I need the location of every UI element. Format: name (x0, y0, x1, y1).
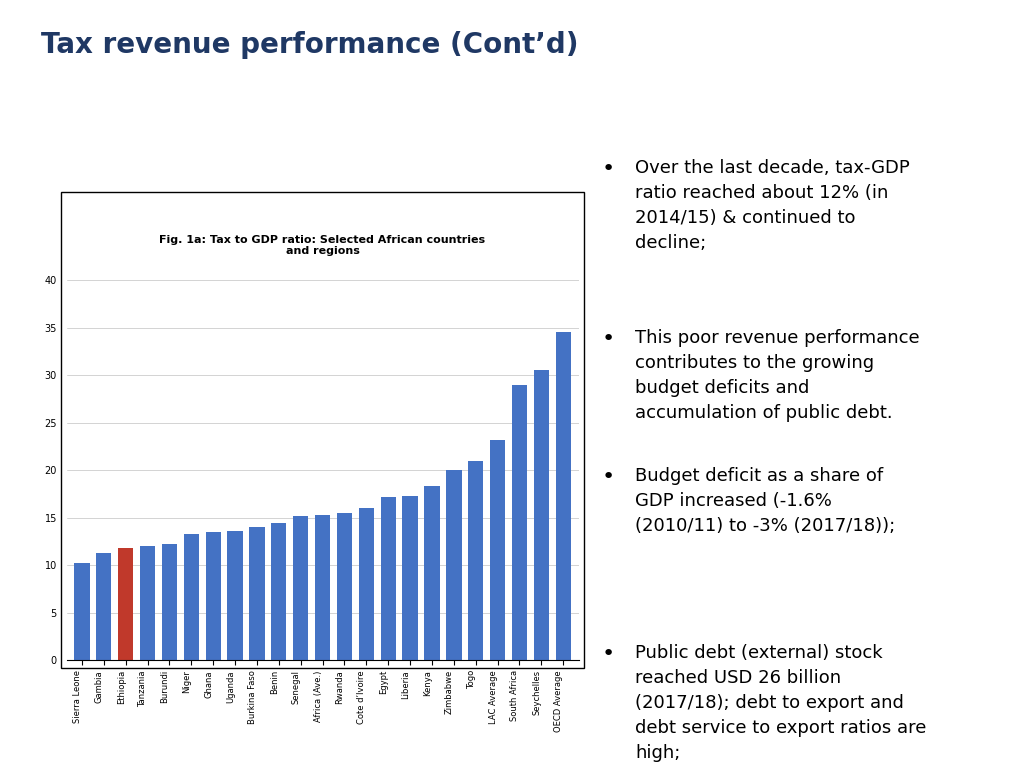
Bar (183, 534, 199, 660)
Bar (402, 496, 418, 660)
Text: •: • (602, 644, 615, 664)
Bar (337, 513, 352, 660)
Bar (358, 508, 374, 660)
Bar (534, 370, 549, 660)
Bar (293, 516, 308, 660)
Bar (271, 522, 287, 660)
Text: Over the last decade, tax-GDP
ratio reached about 12% (in
2014/15) & continued t: Over the last decade, tax-GDP ratio reac… (635, 159, 909, 252)
Bar (227, 531, 243, 660)
Text: Tax revenue performance (Cont’d): Tax revenue performance (Cont’d) (41, 31, 579, 58)
Text: •: • (602, 467, 615, 487)
Bar (381, 497, 396, 660)
Bar (118, 548, 133, 660)
Bar (74, 562, 89, 660)
Bar (556, 333, 571, 660)
Title: Fig. 1a: Tax to GDP ratio: Selected African countries
and regions: Fig. 1a: Tax to GDP ratio: Selected Afri… (160, 234, 485, 257)
Bar (206, 532, 221, 660)
Bar (489, 440, 505, 660)
Bar (315, 515, 330, 660)
Text: •: • (602, 329, 615, 349)
Bar (512, 385, 527, 660)
Bar (424, 486, 439, 660)
Text: Budget deficit as a share of
GDP increased (-1.6%
(2010/11) to -3% (2017/18));: Budget deficit as a share of GDP increas… (635, 467, 895, 535)
Bar (249, 528, 264, 660)
Text: Public debt (external) stock
reached USD 26 billion
(2017/18); debt to export an: Public debt (external) stock reached USD… (635, 644, 927, 762)
Bar (162, 544, 177, 660)
Bar (96, 553, 112, 660)
Text: This poor revenue performance
contributes to the growing
budget deficits and
acc: This poor revenue performance contribute… (635, 329, 920, 422)
Bar (446, 470, 462, 660)
Text: •: • (602, 159, 615, 179)
Bar (140, 546, 156, 660)
Bar (468, 461, 483, 660)
